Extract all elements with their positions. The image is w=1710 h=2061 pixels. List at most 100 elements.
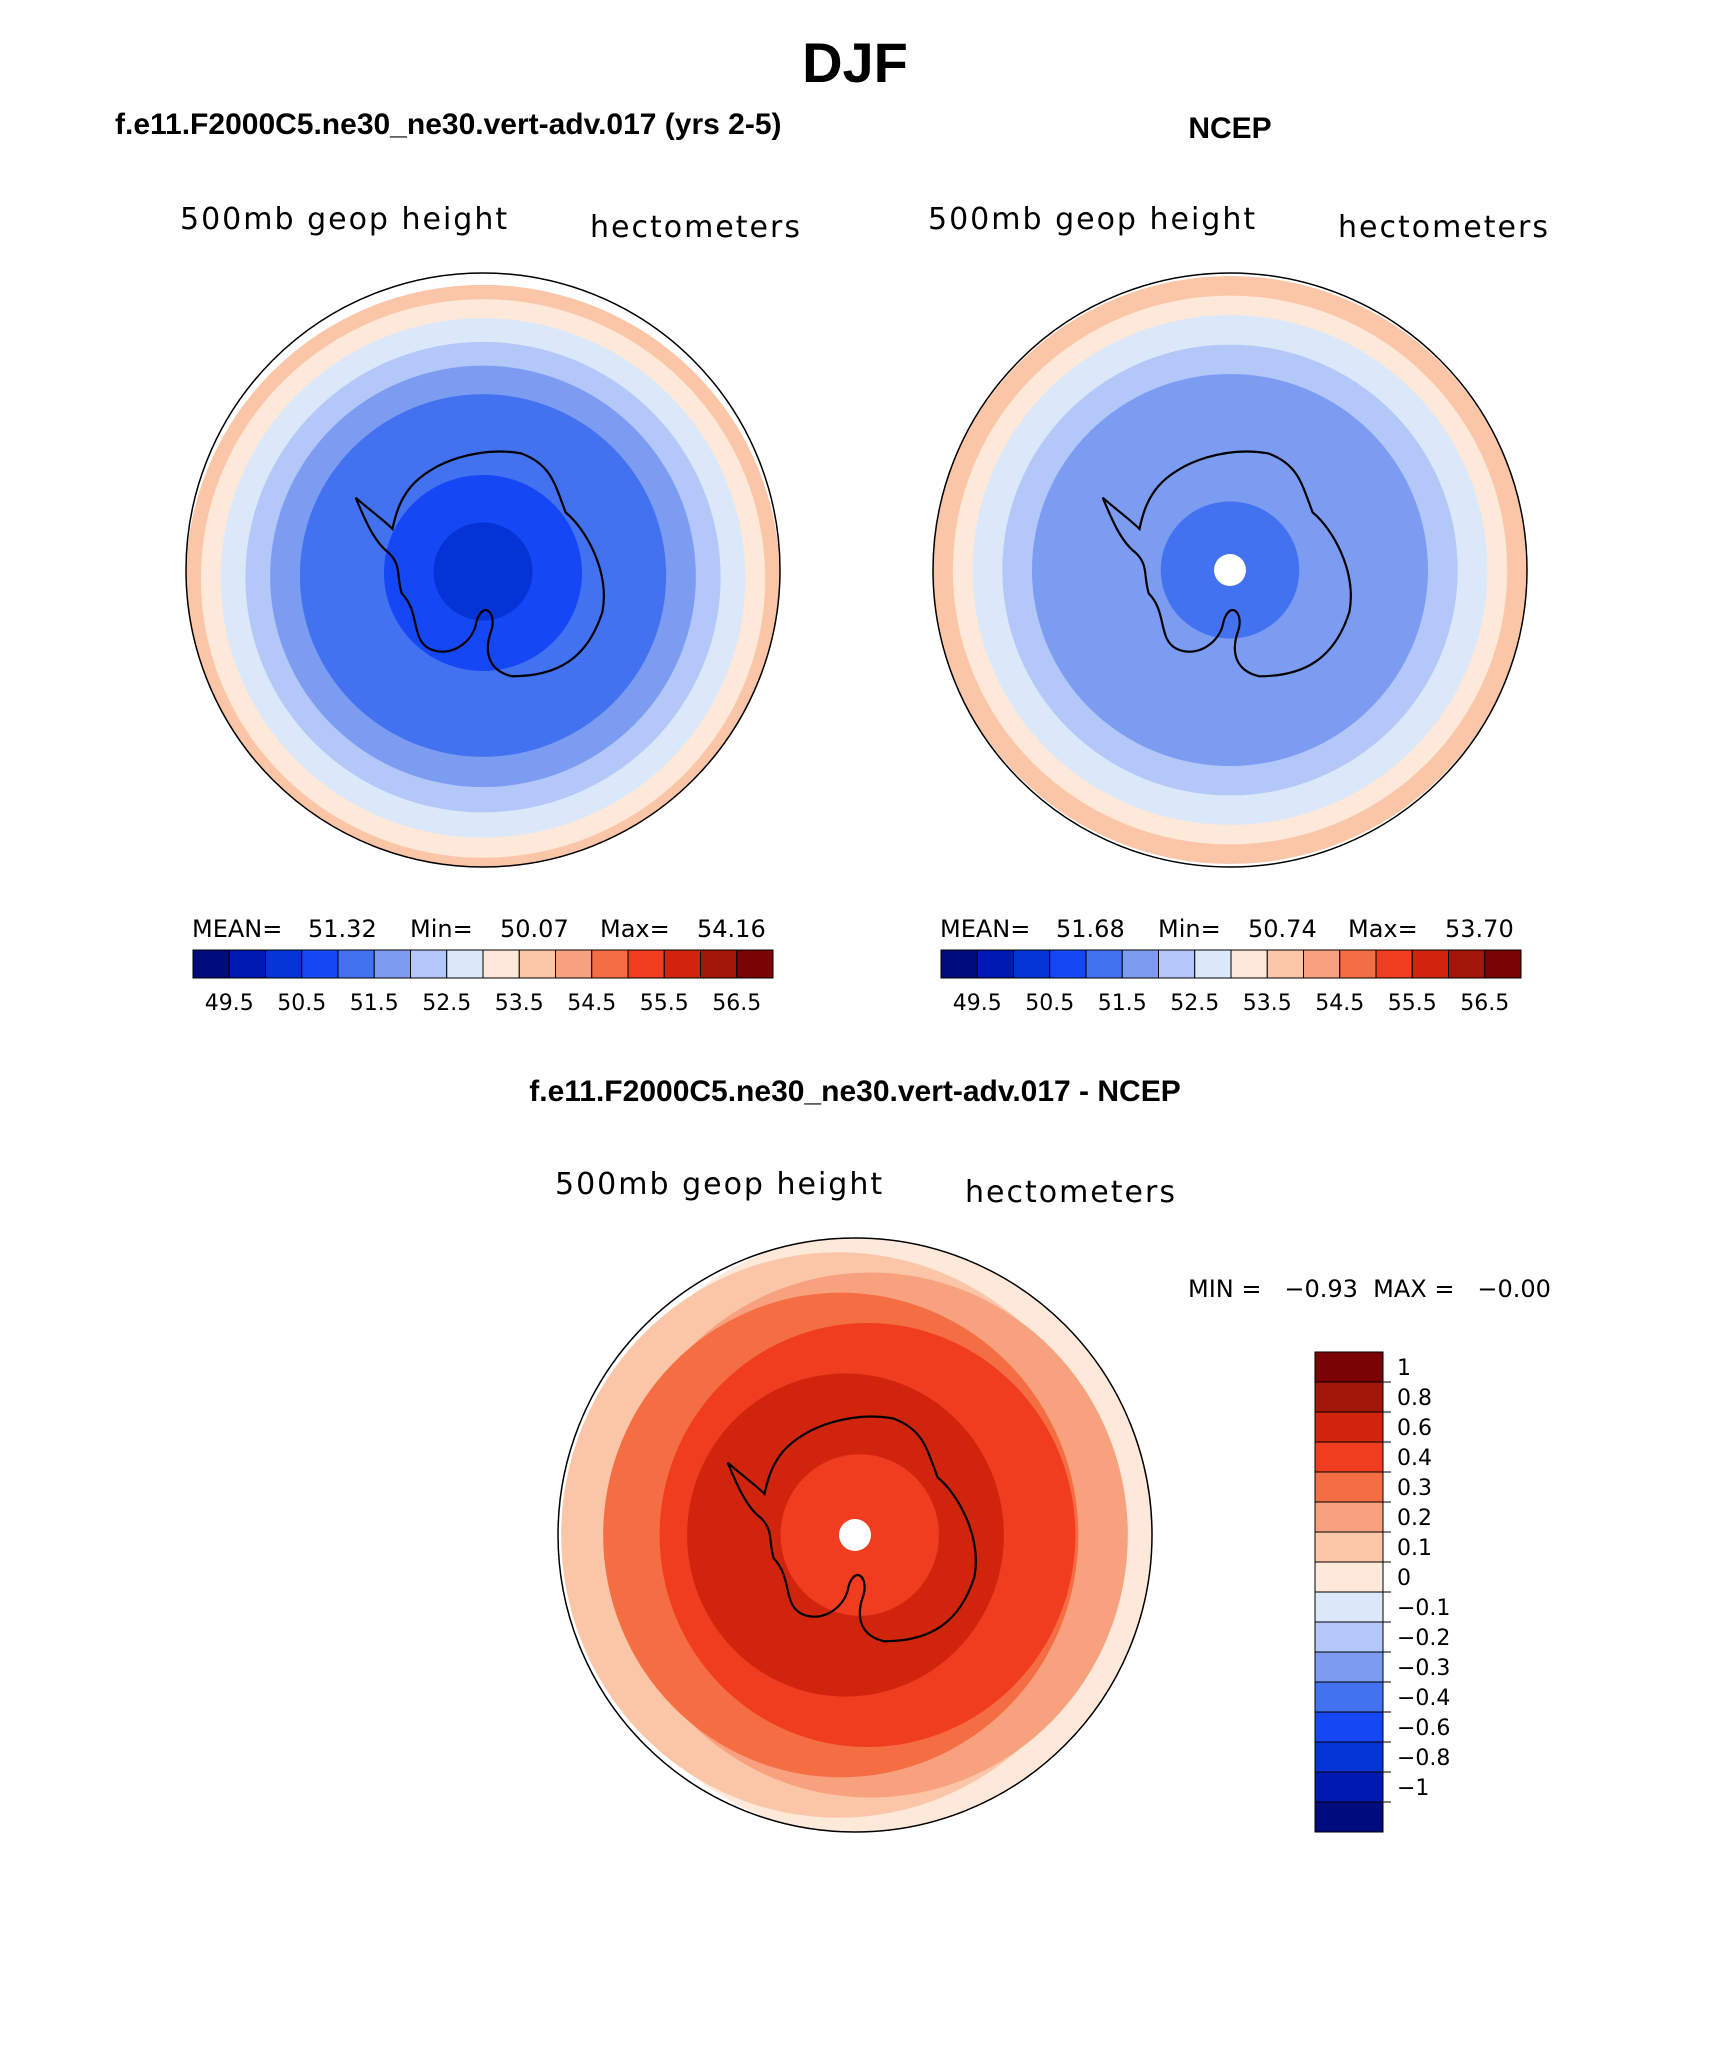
colorbar-tick-label: 1 [1397,1356,1411,1381]
model-mean-value: 51.32 [308,915,377,943]
colorbar-tick-label: 55.5 [1388,991,1437,1016]
colorbar-tick-label: 51.5 [350,991,399,1016]
model-units-label: hectometers [590,210,802,245]
colorbar-tick-label: 50.5 [277,991,326,1016]
colorbar-tick-label: −0.1 [1397,1596,1450,1621]
obs-max-label: Max= [1348,915,1418,943]
obs-mean-value: 51.68 [1056,915,1125,943]
pole-mask [839,1519,871,1551]
colorbar-box [1314,1621,1384,1653]
colorbar-box [1085,949,1123,979]
colorbar-box [1049,949,1087,979]
diff-polar-map [561,1238,1152,1832]
colorbar-box [337,949,375,979]
colorbar-tick-label: 52.5 [422,991,471,1016]
colorbar-box [1314,1441,1384,1473]
colorbar-box [1375,949,1413,979]
colorbar-tick-label: 53.5 [495,991,544,1016]
colorbar-box [482,949,520,979]
colorbar-tick-label: 0.1 [1397,1536,1432,1561]
colorbar-box [301,949,339,979]
colorbar-box [1314,1681,1384,1713]
obs-min-value: 50.74 [1248,915,1317,943]
colorbar-box [1411,949,1449,979]
colorbar-tick-label: 49.5 [953,991,1002,1016]
colorbar-tick-label: −1 [1397,1776,1429,1801]
colorbar-tick-label: 56.5 [712,991,761,1016]
colorbar-tick-label: −0.2 [1397,1626,1450,1651]
colorbar-box [1266,949,1304,979]
colorbar-tick-label: 0.8 [1397,1386,1432,1411]
colorbar-box [591,949,629,979]
map-border [557,1237,1153,1833]
colorbar-box [446,949,484,979]
colorbar-box [700,949,738,979]
colorbar-box [1314,1591,1384,1623]
colorbar-box [1194,949,1232,979]
colorbar-box [1484,949,1522,979]
obs-mean-label: MEAN= [940,915,1031,943]
colorbar-box [940,949,978,979]
obs-panel-title: NCEP [1188,112,1272,145]
colorbar-box [663,949,701,979]
colorbar-box [228,949,266,979]
obs-variable-label: 500mb geop height [928,202,1258,237]
colorbar-box [1314,1411,1384,1443]
colorbar-box [1339,949,1377,979]
colorbar-box [1013,949,1051,979]
colorbar-tick-label: 0.6 [1397,1416,1432,1441]
colorbar-box [1314,1741,1384,1773]
colorbar-box [555,949,593,979]
diff-panel-title: f.e11.F2000C5.ne30_ne30.vert-adv.017 - N… [529,1075,1181,1108]
colorbar-box [192,949,230,979]
colorbar-box [518,949,556,979]
model-max-value: 54.16 [697,915,766,943]
diff-units-label: hectometers [965,1175,1177,1210]
obs-polar-map [933,275,1527,865]
colorbar-tick-label: 52.5 [1170,991,1219,1016]
colorbar-box [1314,1561,1384,1593]
colorbar-tick-label: −0.8 [1397,1746,1450,1771]
colorbar-box [1158,949,1196,979]
colorbar-box [627,949,665,979]
colorbar-tick-label: −0.6 [1397,1716,1450,1741]
colorbar-tick-label: −0.3 [1397,1656,1450,1681]
colorbar-box [1314,1531,1384,1563]
model-mean-label: MEAN= [192,915,283,943]
colorbar-box [736,949,774,979]
colorbar-box [1314,1381,1384,1413]
figure-title: DJF [802,31,908,94]
colorbar-tick-label: 50.5 [1025,991,1074,1016]
colorbar-box [976,949,1014,979]
colorbar-tick-label: 53.5 [1243,991,1292,1016]
colorbar-box [1314,1651,1384,1683]
colorbar-tick-label: 54.5 [567,991,616,1016]
model-panel-title: f.e11.F2000C5.ne30_ne30.vert-adv.017 (yr… [115,108,782,141]
colorbar-box [1314,1711,1384,1743]
model-min-label: Min= [410,915,473,943]
diff-minmax-text: MIN = −0.93 MAX = −0.00 [1188,1275,1551,1303]
colorbar-box [265,949,303,979]
colorbar-box [1230,949,1268,979]
colorbar-tick-label: 0.2 [1397,1506,1432,1531]
colorbar-box [1121,949,1159,979]
colorbar-box [1303,949,1341,979]
pole-mask [1214,554,1246,586]
colorbar-tick-label: 54.5 [1315,991,1364,1016]
colorbar-tick-label: 0.3 [1397,1476,1432,1501]
model-min-value: 50.07 [500,915,569,943]
colorbar-tick-label: 55.5 [640,991,689,1016]
obs-min-label: Min= [1158,915,1221,943]
model-polar-map [186,284,780,867]
colorbar-box [1448,949,1486,979]
colorbar-box [373,949,411,979]
diff-variable-label: 500mb geop height [555,1167,885,1202]
map-border [185,272,781,868]
colorbar-tick-label: 51.5 [1098,991,1147,1016]
colorbar-tick-label: 56.5 [1460,991,1509,1016]
colorbar-box [1314,1801,1384,1833]
colorbar-box [1314,1471,1384,1503]
colorbar-box [1314,1771,1384,1803]
contour-band [433,522,533,621]
